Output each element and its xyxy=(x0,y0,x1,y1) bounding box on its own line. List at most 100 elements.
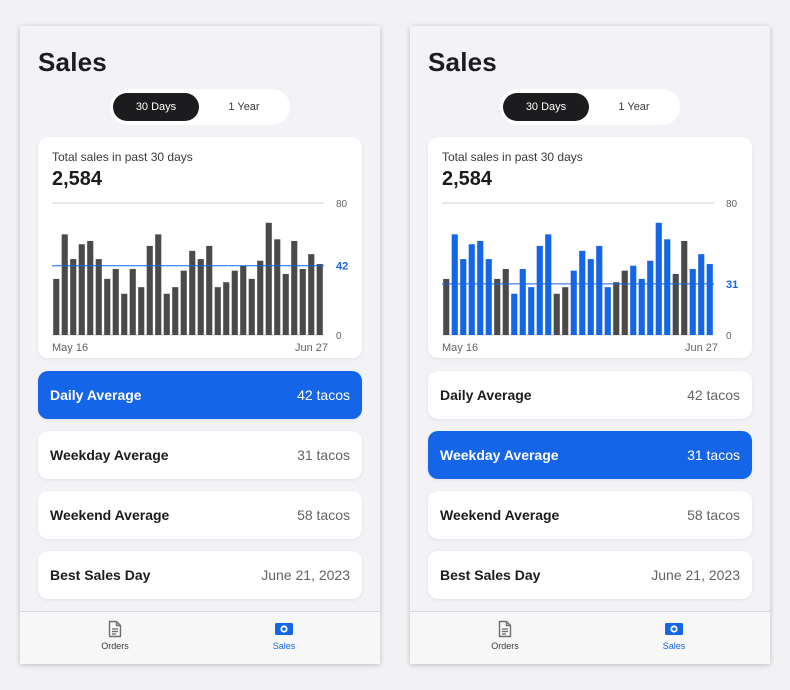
chart-bar xyxy=(698,254,704,335)
stat-label: Weekend Average xyxy=(50,507,169,523)
chart-bar xyxy=(257,261,263,335)
stat-value: 42 tacos xyxy=(297,387,350,403)
weekend-average-row[interactable]: Weekend Average 58 tacos xyxy=(428,491,752,539)
chart-bar xyxy=(571,271,577,335)
daily-average-row[interactable]: Daily Average 42 tacos xyxy=(428,371,752,419)
chart-bar xyxy=(545,234,551,335)
chart-bar xyxy=(511,294,517,335)
tab-orders[interactable]: Orders xyxy=(55,620,175,651)
tab-orders[interactable]: Orders xyxy=(445,620,565,651)
x-start-label: May 16 xyxy=(442,342,478,354)
chart-bar xyxy=(113,269,119,335)
chart-bar xyxy=(155,234,161,335)
tab-label: Sales xyxy=(273,641,296,651)
chart-bar xyxy=(622,271,628,335)
best-sales-day-row[interactable]: Best Sales Day June 21, 2023 xyxy=(428,551,752,599)
tab-sales[interactable]: Sales xyxy=(614,620,734,651)
chart-bar xyxy=(274,239,280,335)
chart-bar xyxy=(707,264,713,335)
daily-average-row[interactable]: Daily Average 42 tacos xyxy=(38,371,362,419)
chart-bar xyxy=(79,244,85,335)
y-max-label: 80 xyxy=(336,199,348,210)
chart-bar xyxy=(96,259,102,335)
weekday-average-row[interactable]: Weekday Average 31 tacos xyxy=(38,431,362,479)
average-rule-label: 42 xyxy=(336,261,348,273)
chart-bar xyxy=(70,259,76,335)
chart-bar xyxy=(172,287,178,335)
segment-1-year[interactable]: 1 Year xyxy=(201,93,287,121)
weekday-average-row[interactable]: Weekday Average 31 tacos xyxy=(428,431,752,479)
chart-bar xyxy=(300,269,306,335)
chart-bar xyxy=(443,279,449,335)
average-rule-label: 31 xyxy=(726,279,738,291)
sales-bar-chart: 80 0 31 May 16 Jun 27 xyxy=(428,137,752,358)
stat-label: Weekday Average xyxy=(50,447,169,463)
chart-bar xyxy=(554,294,560,335)
tab-sales[interactable]: Sales xyxy=(224,620,344,651)
range-segmented-control: 30 Days 1 Year xyxy=(110,89,290,125)
document-icon xyxy=(107,620,123,638)
chart-bar xyxy=(181,271,187,335)
chart-bar xyxy=(189,251,195,335)
chart-bar xyxy=(215,287,221,335)
x-end-label: Jun 27 xyxy=(295,342,328,354)
segment-30-days[interactable]: 30 Days xyxy=(503,93,589,121)
chart-bar xyxy=(249,279,255,335)
chart-bar xyxy=(562,287,568,335)
page-title: Sales xyxy=(38,47,107,78)
chart-bar xyxy=(240,266,246,335)
tab-bar: Orders Sales xyxy=(20,611,380,664)
chart-bar xyxy=(130,269,136,335)
chart-bar xyxy=(477,241,483,335)
chart-bar xyxy=(147,246,153,335)
weekend-average-row[interactable]: Weekend Average 58 tacos xyxy=(38,491,362,539)
chart-bar xyxy=(469,244,475,335)
stat-value: 42 tacos xyxy=(687,387,740,403)
chart-bar xyxy=(537,246,543,335)
chart-bar xyxy=(613,282,619,335)
chart-bar xyxy=(223,282,229,335)
stat-value: 31 tacos xyxy=(297,447,350,463)
chart-bar xyxy=(317,264,323,335)
chart-bar xyxy=(53,279,59,335)
banknote-icon xyxy=(274,620,294,638)
chart-bar xyxy=(494,279,500,335)
chart-bar xyxy=(520,269,526,335)
chart-bar xyxy=(62,234,68,335)
stat-value: 58 tacos xyxy=(687,507,740,523)
chart-bar xyxy=(664,239,670,335)
tab-bar: Orders Sales xyxy=(410,611,770,664)
sales-bar-chart: 80 0 42 May 16 Jun 27 xyxy=(38,137,362,358)
chart-bar xyxy=(291,241,297,335)
x-end-label: Jun 27 xyxy=(685,342,718,354)
chart-bar xyxy=(308,254,314,335)
x-start-label: May 16 xyxy=(52,342,88,354)
stat-value: 31 tacos xyxy=(687,447,740,463)
chart-bar xyxy=(87,241,93,335)
chart-bar xyxy=(486,259,492,335)
stat-value: 58 tacos xyxy=(297,507,350,523)
stat-label: Daily Average xyxy=(440,387,532,403)
chart-bar xyxy=(588,259,594,335)
stat-label: Weekend Average xyxy=(440,507,559,523)
sales-screen-daily: Sales 30 Days 1 Year Total sales in past… xyxy=(20,26,380,664)
chart-bar xyxy=(283,274,289,335)
y-min-label: 0 xyxy=(726,331,732,342)
chart-bar xyxy=(104,279,110,335)
segment-30-days[interactable]: 30 Days xyxy=(113,93,199,121)
best-sales-day-row[interactable]: Best Sales Day June 21, 2023 xyxy=(38,551,362,599)
segment-1-year[interactable]: 1 Year xyxy=(591,93,677,121)
chart-bar xyxy=(528,287,534,335)
chart-bar xyxy=(164,294,170,335)
stat-value: June 21, 2023 xyxy=(261,567,350,583)
tab-label: Orders xyxy=(491,641,519,651)
tab-label: Sales xyxy=(663,641,686,651)
chart-bar xyxy=(266,223,272,335)
range-segmented-control: 30 Days 1 Year xyxy=(500,89,680,125)
chart-bar xyxy=(579,251,585,335)
chart-bar xyxy=(656,223,662,335)
sales-screen-weekday: Sales 30 Days 1 Year Total sales in past… xyxy=(410,26,770,664)
chart-bar xyxy=(206,246,212,335)
banknote-icon xyxy=(664,620,684,638)
chart-bar xyxy=(121,294,127,335)
